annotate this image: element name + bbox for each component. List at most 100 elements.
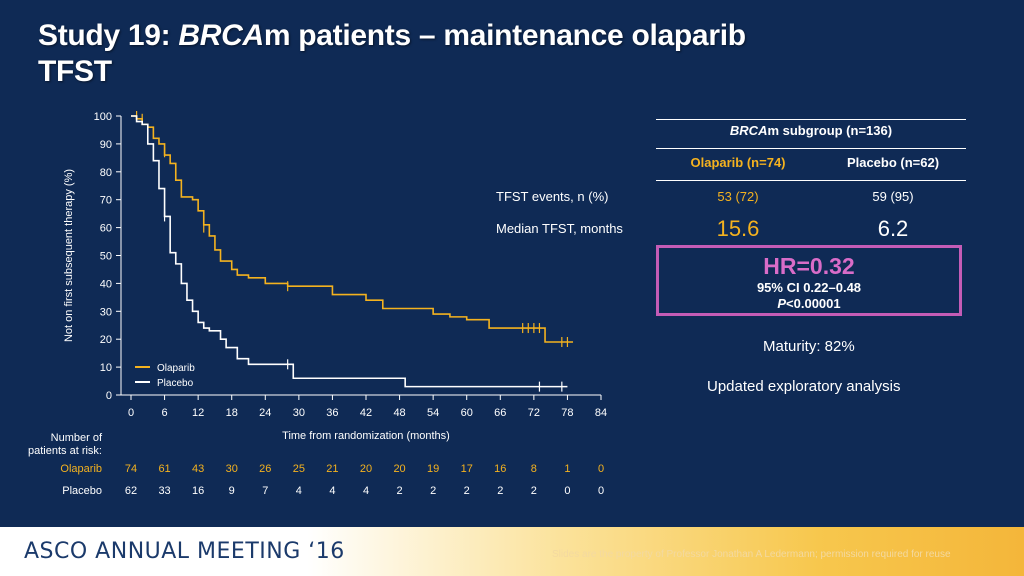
- risk-value-placebo: 2: [531, 485, 537, 497]
- risk-value-placebo: 2: [430, 485, 436, 497]
- y-tick-label: 80: [100, 167, 112, 179]
- y-tick-label: 20: [100, 334, 112, 346]
- risk-value-placebo: 2: [497, 485, 503, 497]
- row-label: Median TFST, months: [496, 221, 623, 236]
- risk-value-placebo: 0: [564, 485, 570, 497]
- chart-legend: Olaparib Placebo: [135, 363, 195, 389]
- title-part-1: Study 19:: [38, 19, 179, 52]
- y-axis-label: Not on first subsequent therapy (%): [63, 169, 75, 342]
- legend-label-olaparib: Olaparib: [157, 363, 195, 374]
- maturity-text: Maturity: 82%: [763, 338, 855, 355]
- subgroup-header-rest: m subgroup (n=136): [767, 123, 893, 138]
- copyright-note: Slides are the property of Professor Jon…: [552, 549, 951, 560]
- x-tick-label: 6: [162, 407, 168, 419]
- risk-value-placebo: 4: [363, 485, 369, 497]
- x-tick-label: 78: [561, 407, 573, 419]
- x-tick-label: 18: [226, 407, 238, 419]
- risk-value-olaparib: 43: [192, 463, 204, 475]
- x-tick-label: 36: [326, 407, 338, 419]
- x-tick-label: 66: [494, 407, 506, 419]
- title-part-2: BRCA: [178, 19, 264, 52]
- chart-axes: 0 10 20 30 40 50 60 70 80 90 100 0 6 12 18 24 30 36 42 48 54…: [63, 111, 607, 442]
- subgroup-header-italic: BRCA: [729, 123, 768, 138]
- col-olaparib: Olaparib (n=74): [690, 155, 786, 170]
- risk-value-olaparib: 74: [125, 463, 137, 475]
- updated-analysis-text: Updated exploratory analysis: [707, 378, 901, 395]
- x-tick-label: 54: [427, 407, 439, 419]
- title-line-2: TFST: [38, 55, 112, 88]
- risk-value-olaparib: 21: [326, 463, 338, 475]
- table-row: Median TFST, months 15.6 6.2: [490, 216, 966, 242]
- row-placebo-value: 59 (95): [872, 189, 914, 204]
- km-curve-placebo: [131, 115, 568, 388]
- risk-value-olaparib: 61: [158, 463, 170, 475]
- y-tick-label: 10: [100, 362, 112, 374]
- x-axis-label: Time from randomization (months): [282, 430, 450, 442]
- footer-banner: ASCO ANNUAL MEETING ‘16 Slides are the p…: [0, 527, 1024, 576]
- risk-value-placebo: 33: [158, 485, 170, 497]
- risk-value-placebo: 0: [598, 485, 604, 497]
- risk-value-olaparib: 30: [226, 463, 238, 475]
- table-row: TFST events, n (%) 53 (72) 59 (95): [490, 184, 966, 210]
- x-tick-label: 0: [128, 407, 134, 419]
- risk-table-title-2: patients at risk:: [28, 445, 102, 457]
- x-tick-label: 48: [393, 407, 405, 419]
- risk-value-olaparib: 26: [259, 463, 271, 475]
- risk-value-placebo: 2: [464, 485, 470, 497]
- hazard-ratio: HR=0.32: [763, 253, 855, 279]
- subgroup-header-row: BRCAm subgroup (n=136): [490, 118, 966, 144]
- x-tick-label: 84: [595, 407, 607, 419]
- y-tick-label: 60: [100, 223, 112, 235]
- legend-label-placebo: Placebo: [157, 378, 194, 389]
- risk-row-label-olaparib: Olaparib: [60, 463, 102, 475]
- risk-value-olaparib: 16: [494, 463, 506, 475]
- risk-value-placebo: 2: [397, 485, 403, 497]
- y-tick-label: 70: [100, 195, 112, 207]
- risk-value-placebo: 4: [329, 485, 335, 497]
- risk-value-olaparib: 8: [531, 463, 537, 475]
- risk-value-olaparib: 20: [393, 463, 405, 475]
- risk-row-label-placebo: Placebo: [62, 485, 102, 497]
- table-rule-mid: [656, 148, 966, 149]
- y-tick-label: 90: [100, 139, 112, 151]
- x-tick-label: 60: [461, 407, 473, 419]
- confidence-interval: 95% CI 0.22–0.48: [756, 280, 862, 295]
- y-tick-label: 100: [94, 111, 112, 123]
- y-tick-label: 50: [100, 251, 112, 263]
- risk-value-olaparib: 20: [360, 463, 372, 475]
- hazard-ratio-box: HR=0.32 95% CI 0.22–0.48 P<0.00001: [656, 245, 962, 316]
- x-tick-label: 24: [259, 407, 271, 419]
- p-value-number: <0.00001: [786, 296, 841, 311]
- row-olaparib-value: 53 (72): [717, 189, 759, 204]
- column-header-row: Olaparib (n=74) Placebo (n=62): [490, 150, 966, 176]
- risk-value-olaparib: 1: [564, 463, 570, 475]
- x-tick-label: 30: [293, 407, 305, 419]
- chart-curves: [131, 111, 574, 392]
- table-rule-top: [656, 119, 966, 120]
- row-olaparib-value: 15.6: [716, 216, 760, 241]
- risk-table-title-1: Number of: [51, 432, 103, 444]
- risk-value-olaparib: 19: [427, 463, 439, 475]
- table-rule-header: [656, 180, 966, 181]
- subgroup-header: BRCAm subgroup (n=136): [656, 118, 966, 144]
- risk-value-placebo: 9: [229, 485, 235, 497]
- risk-value-placebo: 62: [125, 485, 137, 497]
- meeting-name: ASCO ANNUAL MEETING ‘16: [24, 539, 345, 564]
- x-tick-label: 72: [528, 407, 540, 419]
- p-value: P<0.00001: [659, 296, 959, 311]
- risk-value-placebo: 16: [192, 485, 204, 497]
- risk-value-olaparib: 25: [293, 463, 305, 475]
- slide-title: Study 19: BRCAm patients – maintenance o…: [38, 18, 746, 90]
- x-tick-label: 42: [360, 407, 372, 419]
- risk-value-placebo: 7: [262, 485, 268, 497]
- row-placebo-value: 6.2: [877, 216, 909, 241]
- y-tick-label: 40: [100, 278, 112, 290]
- km-curve-olaparib: [131, 115, 574, 343]
- risk-value-olaparib: 0: [598, 463, 604, 475]
- x-tick-label: 12: [192, 407, 204, 419]
- title-part-3: m patients – maintenance olaparib: [263, 19, 746, 52]
- row-label: TFST events, n (%): [496, 189, 609, 204]
- p-value-symbol: P: [777, 296, 787, 311]
